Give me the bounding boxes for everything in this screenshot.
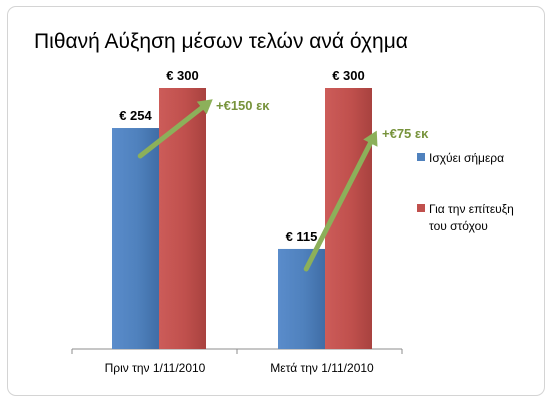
data-label: € 300: [332, 68, 365, 83]
data-label: € 254: [119, 108, 152, 123]
growth-arrow-head: [363, 130, 378, 147]
x-tick-label: Μετά την 1/11/2010: [270, 361, 374, 375]
data-label: € 300: [166, 68, 199, 83]
legend-swatch-red: [417, 204, 425, 212]
legend-swatch-blue: [417, 153, 425, 161]
bar-target-1: [159, 88, 206, 349]
growth-annotation: +€75 εκ: [382, 126, 429, 141]
bar-current-2: [278, 248, 325, 349]
legend-label-line-2: του στόχου: [429, 219, 488, 233]
legend-label: Ισχύει σήμερα: [429, 151, 504, 165]
data-label: € 115: [286, 229, 318, 244]
growth-arrow-head: [196, 99, 213, 115]
x-tick-label: Πριν την 1/11/2010: [105, 361, 206, 375]
growth-arrow-shaft: [137, 100, 211, 159]
chart-title: Πιθανή Αύξηση μέσων τελών ανά όχημα: [34, 30, 408, 53]
growth-annotation: +€150 εκ: [216, 98, 270, 113]
legend-label-line-1: Για την επίτευξη: [429, 202, 514, 216]
bar-current-1: [112, 128, 159, 349]
chart-frame: [7, 6, 545, 396]
growth-arrow-shaft: [303, 133, 377, 272]
legend: Ισχύει σήμερα Για την επίτευξη του στόχο…: [417, 151, 514, 233]
